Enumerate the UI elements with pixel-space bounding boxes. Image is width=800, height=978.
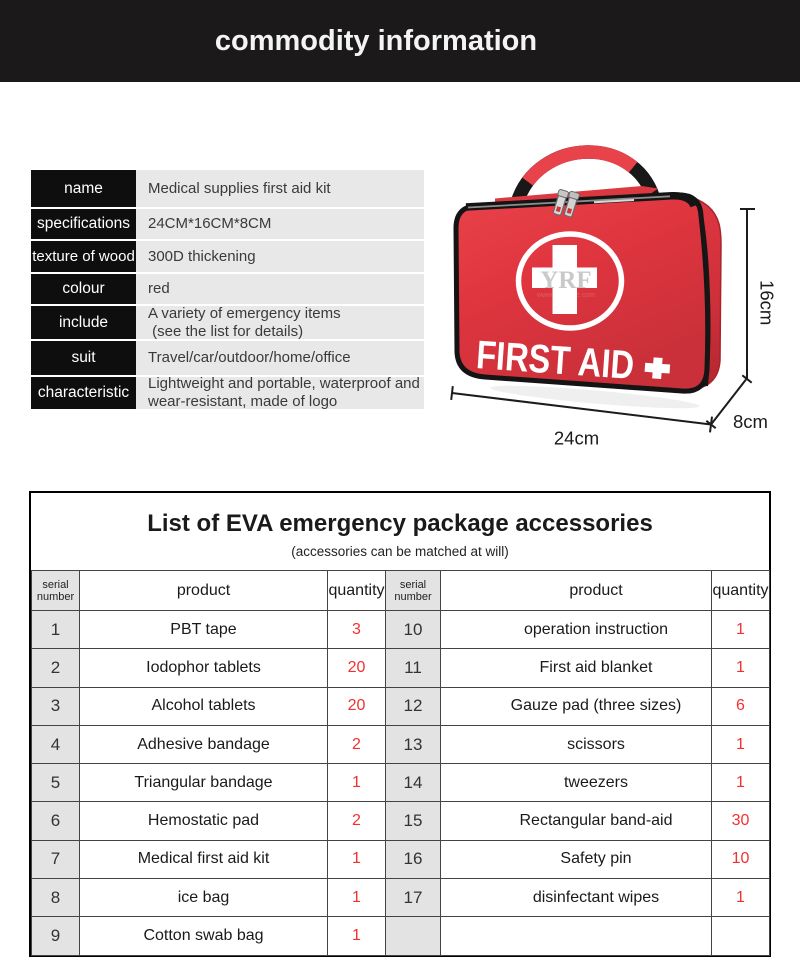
- svg-text:24cm: 24cm: [554, 428, 599, 449]
- svg-text:YRF: YRF: [540, 267, 591, 294]
- svg-text:8cm: 8cm: [733, 411, 768, 432]
- svg-text:FIRST AID: FIRST AID: [475, 333, 636, 388]
- svg-text:16cm: 16cm: [757, 280, 778, 325]
- svg-text:www.yrftextile.com: www.yrftextile.com: [536, 292, 595, 299]
